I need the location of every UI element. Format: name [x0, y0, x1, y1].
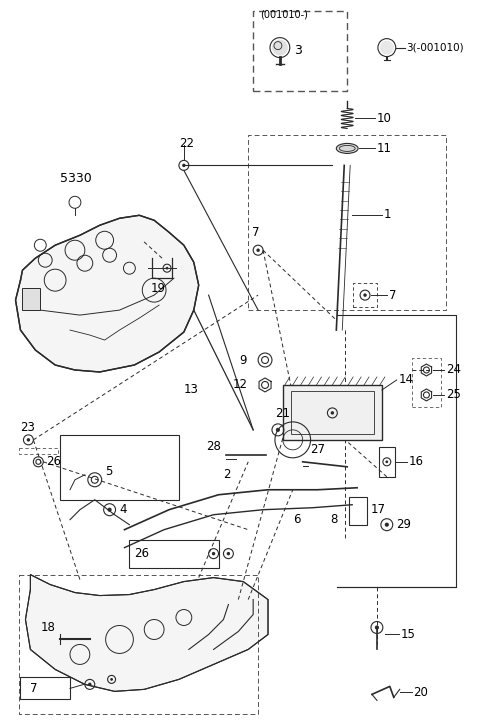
Circle shape	[385, 460, 388, 463]
Bar	[130, 539, 218, 568]
Bar	[283, 385, 382, 440]
Text: 7: 7	[389, 289, 396, 302]
Polygon shape	[25, 574, 268, 691]
Circle shape	[256, 249, 260, 252]
Text: (001010-): (001010-)	[260, 9, 308, 20]
Ellipse shape	[336, 143, 358, 153]
Text: 5330: 5330	[60, 172, 92, 185]
Circle shape	[276, 427, 280, 432]
Text: 8: 8	[330, 513, 337, 526]
Text: 6: 6	[293, 513, 300, 526]
Bar	[23, 288, 40, 310]
Text: 3(-001010): 3(-001010)	[407, 43, 464, 52]
Text: 10: 10	[377, 112, 392, 125]
Text: 7: 7	[30, 682, 38, 695]
Text: 2: 2	[223, 468, 230, 481]
Text: 21: 21	[276, 407, 290, 420]
Circle shape	[385, 523, 389, 527]
Text: 12: 12	[232, 379, 247, 391]
Circle shape	[272, 39, 288, 55]
Circle shape	[27, 438, 30, 441]
Text: 23: 23	[21, 422, 36, 434]
Circle shape	[331, 411, 334, 414]
Bar	[379, 447, 395, 477]
Circle shape	[166, 267, 168, 270]
Bar	[21, 678, 70, 699]
Circle shape	[182, 164, 186, 167]
Text: 24: 24	[446, 364, 461, 377]
Circle shape	[380, 41, 394, 55]
Text: 5: 5	[105, 465, 112, 478]
Text: 26: 26	[46, 455, 61, 468]
Text: 7: 7	[252, 226, 260, 238]
Text: 1: 1	[384, 208, 391, 221]
Circle shape	[363, 294, 367, 297]
Text: 28: 28	[206, 441, 221, 454]
Text: 15: 15	[401, 628, 416, 641]
Text: 19: 19	[150, 281, 165, 294]
Circle shape	[227, 552, 230, 555]
Text: 25: 25	[446, 388, 461, 401]
Text: 13: 13	[184, 383, 199, 396]
Text: 9: 9	[240, 353, 247, 366]
Text: 4: 4	[120, 503, 127, 516]
Circle shape	[375, 625, 379, 630]
Circle shape	[212, 552, 216, 555]
Text: 14: 14	[399, 374, 414, 387]
Text: 11: 11	[377, 142, 392, 155]
Circle shape	[108, 507, 112, 512]
Text: 27: 27	[311, 443, 325, 457]
Text: 22: 22	[180, 137, 194, 150]
Text: 20: 20	[414, 686, 429, 699]
Text: 26: 26	[134, 547, 149, 560]
Text: 3: 3	[294, 44, 301, 57]
Polygon shape	[15, 215, 199, 372]
Text: 17: 17	[371, 503, 386, 516]
Bar	[291, 391, 374, 434]
Bar	[349, 497, 367, 525]
Text: 18: 18	[40, 621, 55, 634]
Circle shape	[110, 678, 113, 680]
Text: 29: 29	[396, 518, 411, 531]
Circle shape	[88, 683, 92, 686]
Bar	[60, 435, 179, 499]
Text: 16: 16	[408, 455, 424, 468]
